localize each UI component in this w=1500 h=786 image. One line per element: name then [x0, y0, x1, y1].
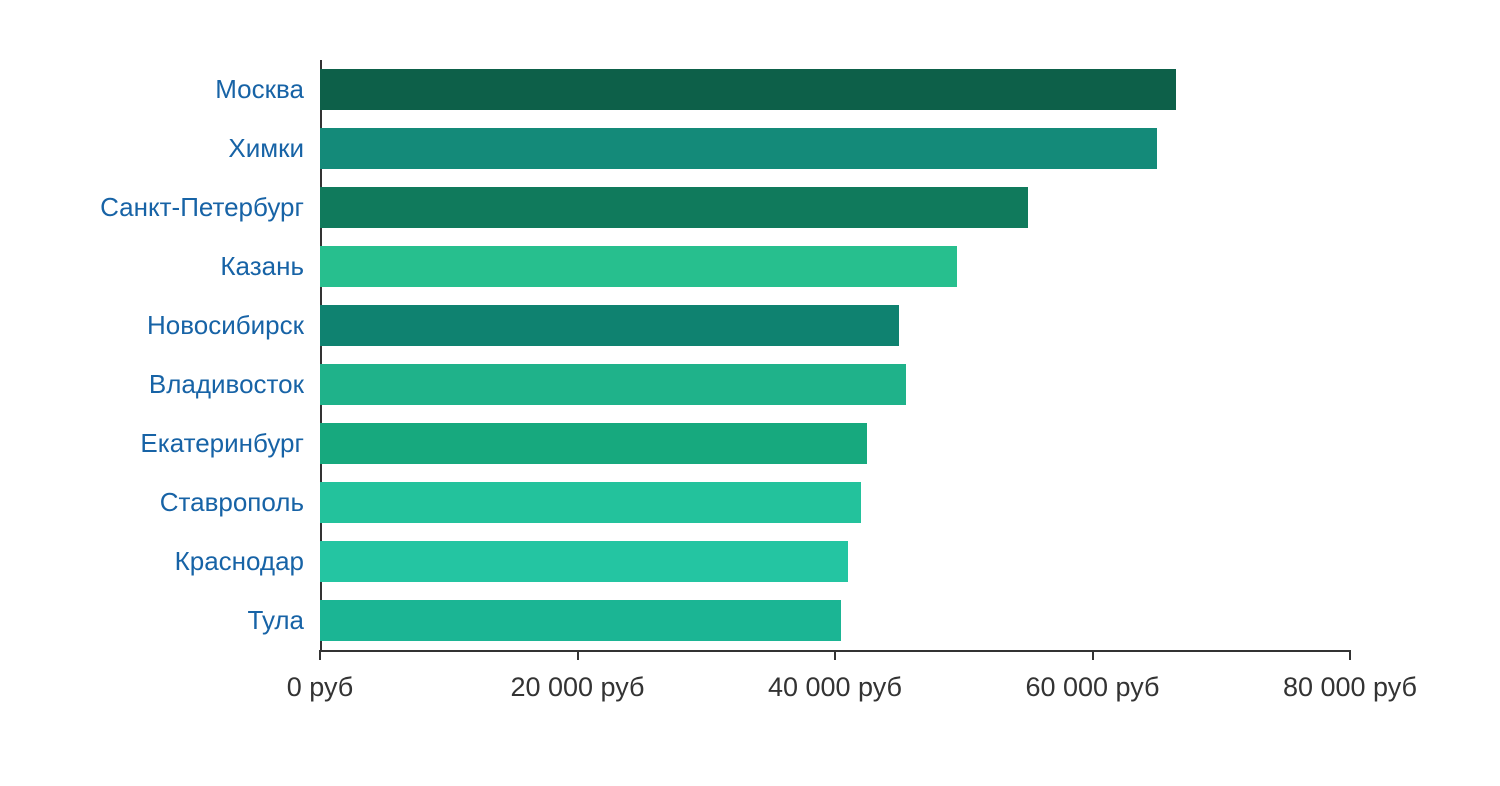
y-axis-label: Санкт-Петербург: [100, 192, 320, 223]
chart-container: МоскваХимкиСанкт-ПетербургКазаньНовосиби…: [0, 0, 1500, 786]
bar: [320, 128, 1157, 168]
x-axis-label: 20 000 руб: [510, 650, 644, 703]
bar: [320, 69, 1176, 109]
bar: [320, 364, 906, 404]
bar-row: Казань: [320, 246, 1350, 286]
y-axis-label: Москва: [215, 74, 320, 105]
y-axis-label: Ставрополь: [160, 487, 320, 518]
bar: [320, 187, 1028, 227]
y-axis-label: Химки: [228, 133, 320, 164]
bar: [320, 600, 841, 640]
bar-row: Химки: [320, 128, 1350, 168]
plot-area: МоскваХимкиСанкт-ПетербургКазаньНовосиби…: [80, 60, 1400, 686]
bar-row: Краснодар: [320, 541, 1350, 581]
bar-row: Новосибирск: [320, 305, 1350, 345]
bar-row: Владивосток: [320, 364, 1350, 404]
bar-row: Екатеринбург: [320, 423, 1350, 463]
x-axis-label: 0 руб: [287, 650, 354, 703]
bar: [320, 246, 957, 286]
x-axis-label: 80 000 руб: [1283, 650, 1417, 703]
x-axis-label: 60 000 руб: [1025, 650, 1159, 703]
bar: [320, 423, 867, 463]
y-axis-label: Владивосток: [149, 369, 320, 400]
x-axis-label: 40 000 руб: [768, 650, 902, 703]
y-axis-label: Екатеринбург: [140, 428, 320, 459]
bar: [320, 482, 861, 522]
bar-row: Тула: [320, 600, 1350, 640]
y-axis-label: Тула: [248, 605, 320, 636]
y-axis-label: Новосибирск: [147, 310, 320, 341]
bar: [320, 541, 848, 581]
y-axis-label: Краснодар: [175, 546, 320, 577]
y-axis-label: Казань: [220, 251, 320, 282]
bar-row: Ставрополь: [320, 482, 1350, 522]
bar: [320, 305, 899, 345]
bar-row: Санкт-Петербург: [320, 187, 1350, 227]
bar-row: Москва: [320, 69, 1350, 109]
